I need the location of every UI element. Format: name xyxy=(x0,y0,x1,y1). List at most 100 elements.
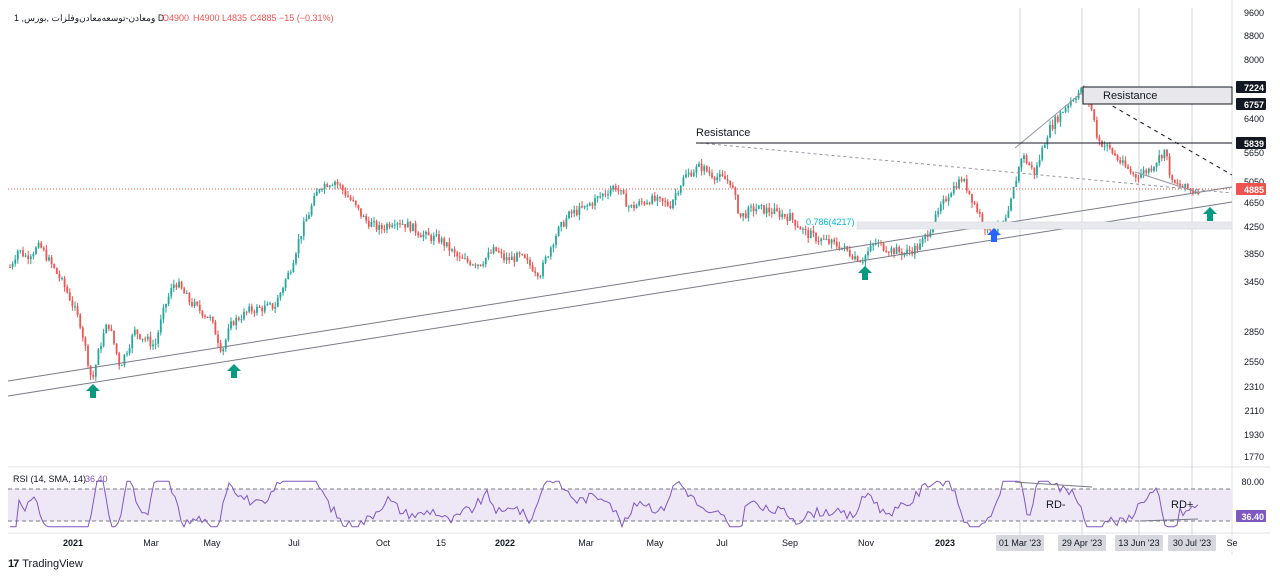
candle-down xyxy=(916,245,919,250)
candle-up xyxy=(289,272,292,274)
candle-down xyxy=(188,293,191,303)
price-axis-tick: 3850 xyxy=(1244,249,1264,259)
price-axis-tick: 4650 xyxy=(1244,198,1264,208)
candle-down xyxy=(513,256,516,262)
rally-channel-line[interactable] xyxy=(1014,89,1086,149)
resistance-zone-6757-7224[interactable] xyxy=(1082,86,1233,105)
candle-up xyxy=(1004,217,1007,222)
candle-up xyxy=(1062,111,1064,113)
candle-up xyxy=(802,228,804,230)
pullback-channel-line[interactable] xyxy=(1134,171,1201,194)
candle-up xyxy=(120,365,123,367)
candle-down xyxy=(828,239,830,244)
price-badge xyxy=(1236,81,1266,93)
candle-down xyxy=(1145,170,1148,173)
price-axis-tick: 8000 xyxy=(1244,55,1264,65)
candle-up xyxy=(687,172,690,175)
candle-up xyxy=(422,234,425,238)
candle-down xyxy=(149,336,152,347)
candle-down xyxy=(414,223,417,233)
candle-down xyxy=(66,287,69,293)
candle-down xyxy=(479,264,482,266)
rising-support-line-lower[interactable] xyxy=(7,201,1233,397)
candle-up xyxy=(154,343,157,345)
candle-up xyxy=(830,239,833,244)
rd-minus-label: RD- xyxy=(1046,499,1066,511)
candle-down xyxy=(211,316,214,322)
candle-up xyxy=(146,336,149,340)
candle-down xyxy=(258,306,261,308)
candle-up xyxy=(401,223,404,225)
ohlc-high: H4900 xyxy=(193,13,220,23)
candle-up xyxy=(703,166,706,172)
candle-up xyxy=(861,261,864,263)
candle-down xyxy=(1160,155,1163,159)
candle-down xyxy=(349,197,352,201)
candle-up xyxy=(209,316,212,318)
rd-plus-divergence-line[interactable] xyxy=(1139,518,1199,522)
ohlc-low: L4835 xyxy=(222,13,247,23)
candle-down xyxy=(388,223,391,228)
candle-up xyxy=(152,344,154,347)
candle-down xyxy=(113,330,115,344)
rd-minus-divergence-line[interactable] xyxy=(1014,481,1093,488)
candle-up xyxy=(869,245,872,252)
candle-up xyxy=(126,353,128,355)
candle-down xyxy=(206,316,209,318)
candle-up xyxy=(544,257,547,263)
candle-up xyxy=(565,218,568,227)
candle-up xyxy=(867,251,869,256)
candle-up xyxy=(672,200,674,208)
price-axis-tick: 8800 xyxy=(1244,31,1264,41)
tradingview-name: TradingView xyxy=(22,558,83,570)
candle-up xyxy=(440,238,443,243)
candle-down xyxy=(570,211,573,214)
candle-up xyxy=(573,209,576,214)
candle-down xyxy=(352,200,355,202)
candle-up xyxy=(1043,144,1046,148)
time-axis-tick: 2021 xyxy=(63,538,83,548)
candle-up xyxy=(934,214,937,226)
candle-up xyxy=(516,252,518,262)
candle-up xyxy=(1007,210,1010,218)
candle-down xyxy=(724,175,726,180)
candle-down xyxy=(1114,153,1116,156)
candle-down xyxy=(791,213,794,220)
candle-down xyxy=(804,228,807,230)
candle-up xyxy=(224,339,227,349)
candle-down xyxy=(380,224,383,230)
candle-up xyxy=(240,319,243,321)
candle-up xyxy=(555,235,557,245)
candle-down xyxy=(250,306,253,312)
candle-down xyxy=(458,256,461,258)
candle-down xyxy=(68,292,71,301)
candle-up xyxy=(872,243,875,246)
price-badge xyxy=(1236,98,1266,110)
candle-down xyxy=(815,233,817,242)
candle-up xyxy=(230,321,232,329)
candle-up xyxy=(952,185,955,194)
candle-down xyxy=(1150,168,1153,171)
price-badge xyxy=(1236,137,1266,149)
candle-up xyxy=(789,213,791,221)
candle-down xyxy=(115,343,118,354)
candle-up xyxy=(635,205,638,209)
candle-up xyxy=(1023,155,1025,160)
rising-support-line-upper[interactable] xyxy=(7,186,1233,382)
candle-up xyxy=(809,230,812,239)
candle-down xyxy=(175,284,178,288)
descending-dashed-line[interactable] xyxy=(699,142,1233,194)
candle-down xyxy=(245,311,248,313)
candle-down xyxy=(1181,185,1184,188)
candle-up xyxy=(284,279,287,288)
candle-up xyxy=(266,303,269,306)
candle-up xyxy=(295,253,297,264)
candle-down xyxy=(653,195,656,201)
fib-support-zone[interactable] xyxy=(856,221,1233,230)
candle-down xyxy=(347,195,349,198)
candle-down xyxy=(365,215,368,221)
price-axis-tick: 4250 xyxy=(1244,222,1264,232)
